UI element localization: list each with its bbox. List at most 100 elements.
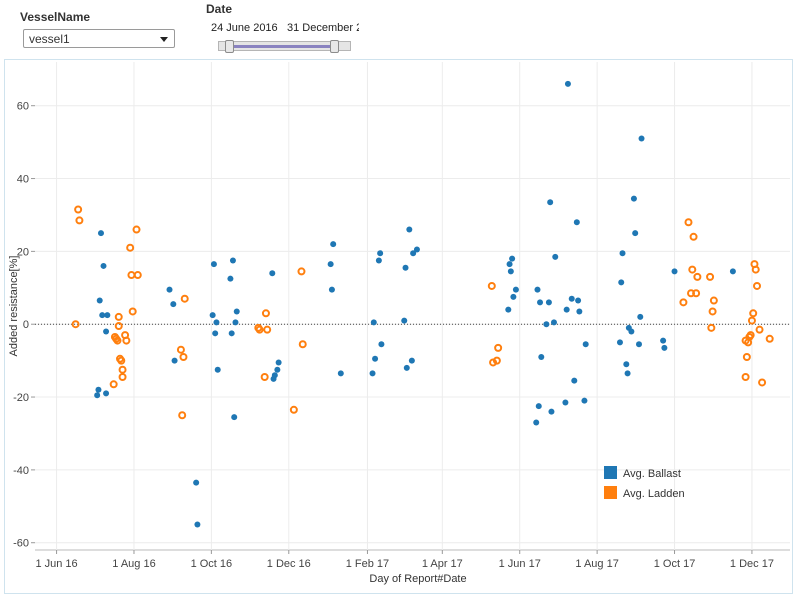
ladden-point[interactable]	[747, 316, 756, 325]
ballast-point[interactable]	[375, 257, 382, 264]
ballast-point[interactable]	[660, 337, 667, 344]
ballast-point[interactable]	[729, 268, 736, 275]
ballast-point[interactable]	[401, 317, 408, 324]
ballast-point[interactable]	[99, 312, 106, 319]
ballast-point[interactable]	[214, 366, 221, 373]
ladden-point[interactable]	[297, 267, 306, 276]
ballast-point[interactable]	[576, 308, 583, 315]
ladden-point[interactable]	[684, 218, 693, 227]
ballast-point[interactable]	[94, 392, 101, 399]
ballast-point[interactable]	[564, 80, 571, 87]
ladden-point[interactable]	[176, 345, 185, 354]
ballast-point[interactable]	[228, 330, 235, 337]
ladden-point[interactable]	[178, 411, 187, 420]
ballast-point[interactable]	[337, 370, 344, 377]
ballast-point[interactable]	[171, 357, 178, 364]
ballast-point[interactable]	[510, 293, 517, 300]
ladden-point[interactable]	[117, 356, 126, 365]
ballast-point[interactable]	[505, 306, 512, 313]
ballast-point[interactable]	[509, 255, 516, 262]
ballast-point[interactable]	[95, 386, 102, 393]
ladden-point[interactable]	[255, 325, 264, 334]
ballast-point[interactable]	[548, 408, 555, 415]
ballast-point[interactable]	[104, 312, 111, 319]
ladden-point[interactable]	[487, 281, 496, 290]
ballast-point[interactable]	[507, 268, 514, 275]
ballast-point[interactable]	[328, 286, 335, 293]
ballast-point[interactable]	[103, 390, 110, 397]
ballast-point[interactable]	[630, 195, 637, 202]
ballast-point[interactable]	[581, 397, 588, 404]
ladden-point[interactable]	[689, 232, 698, 241]
ballast-point[interactable]	[632, 230, 639, 237]
ballast-point[interactable]	[538, 353, 545, 360]
ladden-point[interactable]	[118, 365, 127, 374]
ladden-point[interactable]	[126, 243, 135, 252]
ballast-point[interactable]	[274, 366, 281, 373]
ladden-point[interactable]	[114, 312, 123, 321]
ballast-point[interactable]	[227, 275, 234, 282]
ladden-point[interactable]	[75, 216, 84, 225]
ladden-point[interactable]	[128, 307, 137, 316]
ballast-point[interactable]	[623, 361, 630, 368]
ladden-point[interactable]	[692, 289, 701, 298]
ballast-point[interactable]	[209, 312, 216, 319]
ballast-point[interactable]	[637, 313, 644, 320]
ballast-point[interactable]	[229, 257, 236, 264]
ladden-point[interactable]	[707, 323, 716, 332]
ballast-point[interactable]	[563, 306, 570, 313]
ballast-point[interactable]	[636, 341, 642, 348]
ballast-point[interactable]	[533, 419, 540, 426]
ladden-point[interactable]	[709, 296, 718, 305]
ballast-point[interactable]	[562, 399, 569, 406]
ladden-point[interactable]	[746, 331, 755, 340]
ladden-point[interactable]	[71, 320, 80, 329]
ladden-point[interactable]	[492, 356, 501, 365]
ladden-point[interactable]	[749, 309, 758, 318]
ladden-point[interactable]	[753, 281, 762, 290]
ballast-point[interactable]	[406, 226, 413, 233]
ballast-point[interactable]	[575, 297, 582, 304]
ballast-point[interactable]	[545, 299, 552, 306]
ballast-point[interactable]	[100, 262, 107, 269]
ladden-point[interactable]	[298, 340, 307, 349]
ladden-point[interactable]	[688, 265, 697, 274]
ballast-point[interactable]	[210, 261, 217, 268]
ballast-point[interactable]	[628, 328, 635, 335]
ladden-point[interactable]	[289, 405, 298, 414]
ballast-point[interactable]	[212, 330, 219, 337]
ballast-point[interactable]	[543, 321, 550, 328]
chevron-down-icon[interactable]	[160, 37, 168, 42]
ballast-point[interactable]	[512, 286, 519, 293]
ladden-point[interactable]	[133, 271, 142, 280]
ballast-point[interactable]	[618, 279, 625, 286]
ballast-point[interactable]	[372, 355, 379, 362]
ballast-point[interactable]	[327, 261, 334, 268]
ballast-point[interactable]	[568, 295, 575, 302]
ladden-point[interactable]	[113, 336, 122, 345]
ladden-point[interactable]	[74, 205, 83, 214]
ballast-point[interactable]	[96, 297, 103, 304]
date-slider-end-handle[interactable]	[330, 40, 339, 53]
ladden-point[interactable]	[180, 294, 189, 303]
ladden-point[interactable]	[706, 272, 715, 281]
ballast-point[interactable]	[408, 357, 415, 364]
vessel-select[interactable]: vessel1	[23, 29, 175, 48]
date-range-slider[interactable]	[218, 41, 351, 51]
ballast-point[interactable]	[232, 319, 239, 326]
ladden-point[interactable]	[127, 271, 136, 280]
ballast-point[interactable]	[506, 261, 513, 268]
ballast-point[interactable]	[369, 370, 376, 377]
ladden-point[interactable]	[693, 272, 702, 281]
ballast-point[interactable]	[103, 328, 110, 335]
ladden-point[interactable]	[755, 325, 764, 334]
ladden-point[interactable]	[122, 336, 131, 345]
ballast-point[interactable]	[671, 268, 678, 275]
ballast-point[interactable]	[402, 264, 409, 271]
ballast-point[interactable]	[552, 253, 559, 260]
ballast-point[interactable]	[269, 270, 276, 277]
ladden-point[interactable]	[765, 334, 774, 343]
ladden-point[interactable]	[751, 265, 760, 274]
ballast-point[interactable]	[170, 301, 177, 308]
ballast-point[interactable]	[370, 319, 377, 326]
